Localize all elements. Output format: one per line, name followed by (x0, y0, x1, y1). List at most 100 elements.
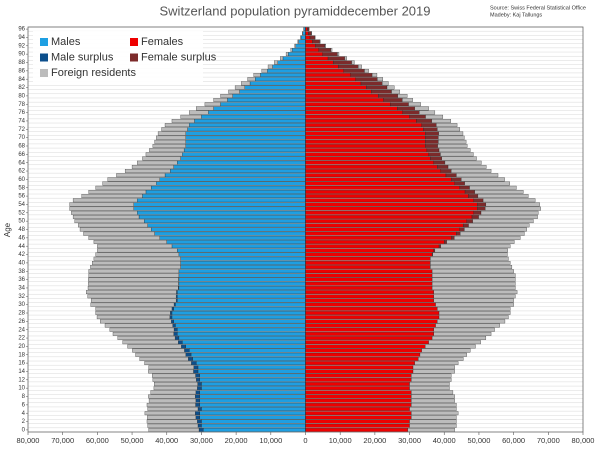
female-bar (438, 135, 465, 140)
male-bar (92, 260, 181, 265)
female-bar (305, 390, 412, 395)
female-bar (305, 344, 426, 349)
male-bar (150, 227, 306, 232)
male-bar (139, 357, 189, 361)
y-tick-label: 78 (18, 102, 25, 108)
male-bar (183, 148, 306, 153)
male-bar (97, 248, 178, 253)
male-bar (148, 398, 197, 403)
male-bar (303, 27, 306, 31)
female-bar (454, 235, 521, 240)
female-bar (305, 110, 403, 115)
female-bar (461, 177, 505, 182)
male-bar (197, 369, 306, 374)
female-bar (305, 382, 410, 386)
male-bar (156, 181, 306, 186)
female-bar (412, 365, 455, 370)
y-tick-label: 22 (18, 336, 25, 342)
female-bar (433, 160, 446, 165)
male-bar (144, 361, 192, 366)
female-bar (305, 48, 319, 52)
y-tick-label: 76 (18, 110, 25, 116)
y-tick-label: 12 (18, 377, 25, 383)
female-bar (305, 152, 429, 157)
female-bar (305, 60, 334, 65)
male-bar (164, 123, 190, 128)
female-bar (305, 407, 410, 411)
y-tick-label: 68 (18, 144, 25, 150)
male-bar (122, 340, 179, 345)
female-bar (431, 336, 487, 340)
male-bar (96, 315, 171, 320)
x-tick-label: 70,000 (51, 436, 74, 445)
female-bar (305, 227, 461, 232)
male-bar (185, 131, 306, 136)
male-bar (201, 386, 306, 391)
female-bar (477, 202, 487, 207)
female-bar (425, 344, 476, 349)
male-bar (177, 248, 306, 253)
male-bar (185, 144, 306, 148)
male-bar (171, 315, 306, 320)
male-bar (199, 402, 306, 407)
female-bar (305, 377, 412, 382)
male-bar (191, 361, 197, 366)
female-bar (318, 48, 331, 52)
female-bar (435, 302, 514, 307)
male-bar (72, 215, 140, 219)
female-bar (305, 169, 441, 173)
male-bar (277, 60, 306, 65)
male-bar (203, 428, 306, 432)
x-tick-label: 10,000 (329, 436, 352, 445)
male-bar (142, 156, 181, 161)
male-bar (133, 202, 306, 207)
male-bar (300, 35, 306, 40)
male-bar (174, 336, 180, 340)
male-bar (244, 85, 306, 90)
y-tick-label: 28 (18, 311, 25, 317)
male-bar (227, 98, 306, 102)
female-bar (409, 419, 457, 424)
male-bar (193, 365, 199, 370)
male-bar (181, 344, 186, 349)
female-bar (408, 102, 421, 107)
male-bar (298, 39, 306, 44)
female-bar (411, 411, 459, 416)
female-bar (305, 123, 422, 128)
male-bar (247, 77, 256, 82)
female-bar (305, 394, 412, 399)
female-bar (438, 315, 509, 320)
female-bar (402, 110, 420, 115)
female-bar (322, 52, 338, 57)
female-bar (305, 202, 478, 207)
x-tick-label: 70,000 (537, 436, 560, 445)
female-bar (464, 181, 510, 186)
male-bar (195, 390, 200, 395)
female-bar (305, 419, 410, 424)
female-bar (464, 190, 475, 194)
male-bar (150, 185, 306, 190)
male-bar (170, 169, 306, 173)
male-bar (302, 31, 306, 36)
female-bar (305, 114, 410, 119)
male-bar (78, 223, 148, 228)
male-bar (253, 73, 261, 77)
male-bar (161, 127, 188, 132)
female-bar (305, 402, 412, 407)
female-bar (432, 252, 508, 257)
male-bar (104, 323, 173, 328)
female-bar (305, 131, 426, 136)
y-tick-label: 6 (22, 402, 26, 408)
male-bar (182, 152, 306, 157)
female-bar (305, 43, 316, 48)
legend-swatch (130, 53, 138, 62)
female-bar (411, 415, 457, 420)
female-bar (451, 235, 455, 240)
male-bar (199, 377, 306, 382)
female-bar (305, 336, 433, 340)
male-bar (170, 311, 173, 315)
male-bar (195, 402, 200, 407)
x-tick-label: 20,000 (363, 436, 386, 445)
male-bar (178, 281, 306, 286)
male-bar (164, 173, 306, 178)
